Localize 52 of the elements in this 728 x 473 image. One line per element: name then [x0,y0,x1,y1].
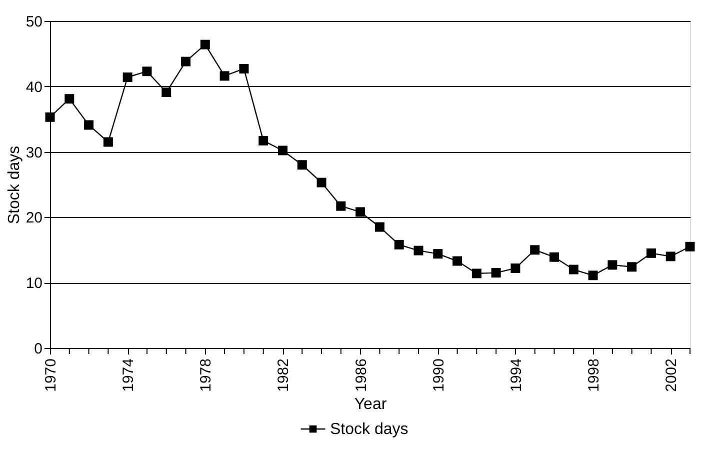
point [568,264,578,274]
y-tick-label: 0 [34,340,42,358]
point [472,268,482,278]
x-tick-label: 1998 [586,358,603,392]
point [297,160,307,170]
point [336,201,346,211]
y-tick-label: 40 [26,78,42,96]
point [239,64,249,74]
point [666,252,676,262]
point [627,262,637,272]
x-tick-label: 1994 [508,358,525,392]
point [491,268,501,278]
point [64,94,74,104]
point [200,40,210,50]
point [220,71,230,81]
point [608,260,618,270]
point [646,248,656,258]
x-tick-label: 2002 [663,358,680,392]
point [356,207,366,217]
x-tick-label: 1986 [352,358,370,392]
y-tick-label: 20 [26,210,42,227]
point [374,222,384,232]
legend-label: Stock days [330,421,408,438]
x-tick-label: 1974 [120,358,138,392]
x-tick-label: 1982 [275,358,292,392]
x-axis-title: Year [354,396,388,413]
point [510,263,520,273]
point [394,240,404,250]
y-tick-label: 30 [26,144,42,162]
y-tick-label: 50 [26,14,42,30]
point [162,88,172,98]
point [181,56,190,66]
point [550,252,559,262]
point [452,256,462,266]
point [414,246,424,256]
x-tick-label: 1978 [198,358,215,392]
point [45,112,55,122]
point [142,66,152,76]
point [316,178,326,188]
point [84,120,94,130]
point [103,137,113,147]
point [530,245,540,255]
point [122,72,132,82]
x-tick-label: 1990 [430,358,448,392]
point [433,249,443,259]
point [685,242,695,252]
x-tick-label: 1970 [42,358,60,392]
y-axis-title: Stock days [6,146,23,224]
point [258,136,268,146]
point [588,270,598,280]
point [278,146,288,156]
y-tick-label: 10 [26,275,42,292]
